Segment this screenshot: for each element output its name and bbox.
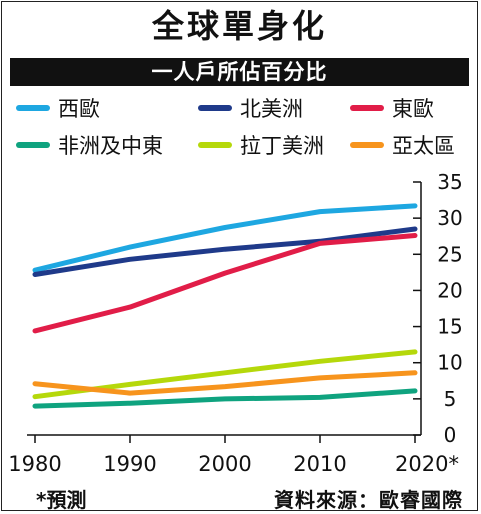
- x-tick-label: 2000: [198, 452, 251, 476]
- x-tick-label: 2020*: [395, 452, 459, 476]
- legend-label: 北美洲: [240, 97, 303, 121]
- legend-swatch: [350, 142, 384, 148]
- source-credit: 資料來源：歐睿國際: [274, 488, 463, 512]
- y-tick-label: 0: [444, 423, 457, 447]
- legend-item-latin-america: 拉丁美洲: [198, 132, 324, 158]
- y-tick-label: 20: [437, 278, 462, 302]
- x-tick-label: 1980: [8, 452, 61, 476]
- legend-item-east-europe: 東歐: [350, 95, 434, 121]
- legend-label: 非洲及中東: [58, 134, 163, 158]
- forecast-footnote: *預測: [36, 488, 87, 512]
- y-tick-label: 15: [437, 315, 462, 339]
- series-line-3: [32, 388, 418, 409]
- legend-swatch: [16, 142, 50, 148]
- legend-item-asia-pacific: 亞太區: [350, 132, 455, 158]
- chart-subtitle: 一人戶所佔百分比: [10, 58, 469, 86]
- legend-item-west-europe: 西歐: [16, 95, 100, 121]
- legend-label: 拉丁美洲: [240, 134, 324, 158]
- x-tick-label: 2010: [293, 452, 346, 476]
- legend-swatch: [198, 105, 232, 111]
- legend-label: 西歐: [58, 97, 100, 121]
- legend-label: 亞太區: [392, 134, 455, 158]
- y-tick-label: 10: [437, 351, 462, 375]
- y-tick-label: 35: [437, 170, 462, 194]
- series-line-0: [32, 203, 418, 273]
- y-tick-label: 5: [444, 387, 457, 411]
- x-tick-label: 1990: [103, 452, 156, 476]
- legend-label: 東歐: [392, 97, 434, 121]
- legend-item-north-america: 北美洲: [198, 95, 303, 121]
- legend-swatch: [350, 105, 384, 111]
- legend-swatch: [198, 142, 232, 148]
- y-tick-label: 30: [437, 206, 462, 230]
- series-line-5: [32, 370, 418, 396]
- chart-title: 全球單身化: [151, 7, 327, 45]
- series-line-1: [32, 226, 418, 277]
- y-tick-label: 25: [437, 242, 462, 266]
- series-line-2: [32, 233, 418, 334]
- legend-swatch: [16, 105, 50, 111]
- legend-item-africa-middle-east: 非洲及中東: [16, 132, 163, 158]
